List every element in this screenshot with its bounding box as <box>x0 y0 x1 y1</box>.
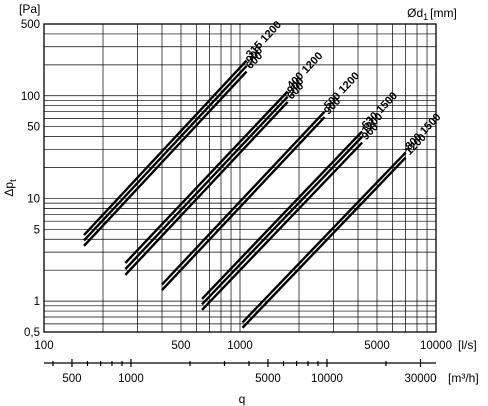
plot-frame <box>43 23 437 333</box>
x-tick-label-m3h: 10000 <box>311 373 343 385</box>
y-tick-label: 5 <box>34 224 40 236</box>
x-axis-label: q <box>239 392 246 406</box>
y-tick-label: 0,5 <box>24 327 40 339</box>
y-tick-label: 100 <box>21 91 40 103</box>
x-unit-m3h-label: [m³/h] <box>448 371 479 385</box>
y-tick-label: 50 <box>27 122 40 134</box>
series-line <box>83 65 248 242</box>
x-tick-label-ls: 100 <box>34 340 53 352</box>
series-line <box>201 135 364 306</box>
x-unit-ls-label: [l/s] <box>458 338 477 352</box>
x-tick-label-m3h: 1000 <box>118 373 144 385</box>
diameter-unit-suffix: [mm] <box>430 6 457 20</box>
y-tick-label: 1 <box>34 296 40 308</box>
diameter-unit-prefix: Ød <box>407 6 423 20</box>
series-line <box>201 141 364 311</box>
diameter-unit-label: Ød1 [mm] <box>407 6 457 22</box>
y-axis-label-sub: t <box>8 179 18 182</box>
series-line <box>201 130 364 300</box>
x-tick-label-m3h: 500 <box>62 373 81 385</box>
series-line <box>241 156 407 329</box>
series-line <box>241 151 407 324</box>
series-line <box>124 95 289 270</box>
series-line <box>83 59 248 236</box>
x-tick-label-m3h: 30000 <box>404 373 436 385</box>
y-axis-label-main: Δp <box>2 182 16 197</box>
y-axis-label: Δpt <box>2 179 18 197</box>
y-unit-label: [Pa] <box>19 2 40 16</box>
x-tick-label-ls: 500 <box>171 340 190 352</box>
y-tick-label: 500 <box>21 19 40 31</box>
diameter-unit-sub: 1 <box>423 12 428 22</box>
x-tick-label-m3h: 5000 <box>255 373 281 385</box>
series-line <box>124 90 289 264</box>
y-tick-label: 10 <box>27 193 40 205</box>
x-tick-label-ls: 1000 <box>227 340 253 352</box>
x-tick-label-ls: 5000 <box>364 340 390 352</box>
series-line <box>161 116 326 291</box>
grid <box>43 23 436 333</box>
series-line <box>83 70 248 247</box>
series-line <box>161 110 326 286</box>
series-line <box>124 101 289 276</box>
x-tick-label-ls: 10000 <box>420 340 452 352</box>
series-lines <box>83 59 407 329</box>
